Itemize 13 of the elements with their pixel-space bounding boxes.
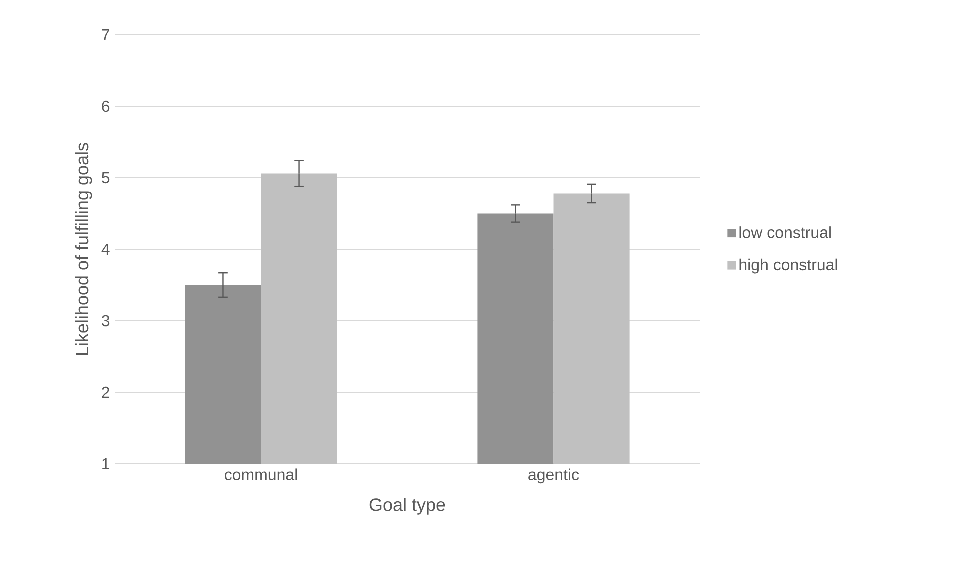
y-tick-label: 6 <box>102 100 110 112</box>
y-tick-label: 5 <box>102 172 110 184</box>
legend-label: high construal <box>740 258 838 274</box>
y-axis-title: Likelihood of fulfilling goals <box>75 143 92 356</box>
y-tick-label: 4 <box>102 244 110 256</box>
x-tick-label: agentic <box>528 468 580 484</box>
y-tick-label: 1 <box>102 458 110 470</box>
x-tick-label: communal <box>225 468 298 480</box>
y-tick-label: 7 <box>102 30 110 41</box>
y-tick-label: 3 <box>102 315 110 327</box>
x-axis-title: Goal type <box>370 498 446 515</box>
y-tick-label: 2 <box>102 386 110 398</box>
legend-label: low construal <box>740 226 831 238</box>
